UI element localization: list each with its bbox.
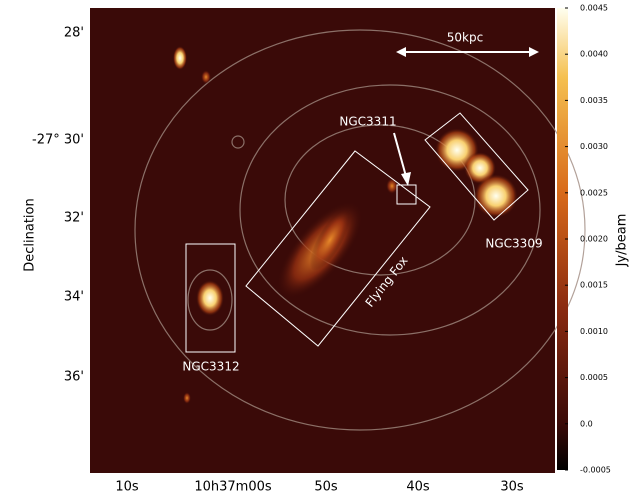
colorbar-tick-label: 0.0030 — [580, 142, 608, 151]
ra-tick-label: 30s — [500, 480, 524, 495]
dec-tick-label: 34' — [64, 290, 84, 305]
colorbar-tick-label: 0.0045 — [580, 4, 608, 13]
colorbar-tick-label: -0.0005 — [580, 466, 611, 475]
colorbar-tick-label: 0.0025 — [580, 188, 608, 197]
annotation: NGC3311 — [339, 115, 396, 129]
annotation: NGC3312 — [182, 360, 239, 374]
scale-label: 50kpc — [447, 31, 483, 45]
y-axis-label: Declination — [23, 198, 38, 272]
dec-tick-label: 32' — [64, 211, 84, 226]
dec-tick-label: 36' — [64, 370, 84, 385]
colorbar-tick-label: 0.0015 — [580, 281, 608, 290]
ra-tick-label: 50s — [314, 480, 338, 495]
colorbar-tick-label: 0.0040 — [580, 50, 608, 59]
colorbar-tick-label: 0.0035 — [580, 96, 608, 105]
annotation: NGC3309 — [485, 237, 542, 251]
colorbar-tick-label: 0.0010 — [580, 327, 608, 336]
colorbar — [557, 8, 568, 470]
dec-tick-label: -27° 30' — [32, 133, 84, 148]
ra-tick-label: 10s — [115, 480, 139, 495]
colorbar-label: Jy/beam — [615, 214, 630, 268]
radio-image — [90, 8, 586, 473]
colorbar-tick-label: 0.0 — [580, 419, 593, 428]
ra-tick-label: 10h37m00s — [194, 480, 272, 495]
colorbar-tick-label: 0.0005 — [580, 373, 608, 382]
dec-tick-label: 28' — [64, 26, 84, 41]
ra-tick-label: 40s — [406, 480, 430, 495]
colorbar-tick-label: 0.0020 — [580, 235, 608, 244]
